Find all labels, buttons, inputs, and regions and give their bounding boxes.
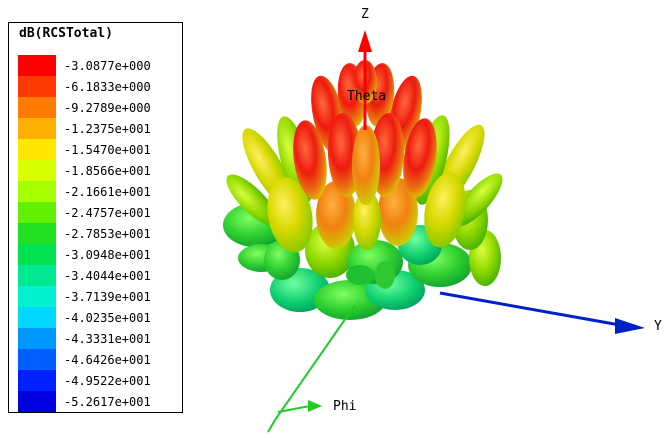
legend-swatch <box>18 181 56 202</box>
legend-row: -5.2617e+001 <box>18 391 178 412</box>
legend-label: -1.2375e+001 <box>64 122 151 136</box>
lobe <box>293 120 327 200</box>
color-legend: dB(RCSTotal) -3.0877e+000 -6.1833e+000 -… <box>8 22 183 413</box>
legend-swatch <box>18 349 56 370</box>
legend-row: -4.0235e+001 <box>18 307 178 328</box>
legend-swatch <box>18 307 56 328</box>
y-axis: Y <box>439 291 662 334</box>
legend-label: -4.0235e+001 <box>64 311 151 325</box>
legend-swatch <box>18 391 56 412</box>
legend-swatch <box>18 244 56 265</box>
lobe <box>424 172 466 248</box>
z-axis-arrowhead <box>358 30 372 52</box>
legend-swatch <box>18 97 56 118</box>
y-axis-arrowhead <box>615 318 645 334</box>
phi-axis-line <box>274 304 356 421</box>
legend-label: -3.7139e+001 <box>64 290 151 304</box>
legend-swatch <box>18 223 56 244</box>
phi-axis: Phi <box>267 304 356 433</box>
legend-swatch <box>18 328 56 349</box>
lobe <box>375 261 395 289</box>
legend-row: -1.8566e+001 <box>18 160 178 181</box>
lobe <box>352 125 380 205</box>
lobe <box>226 174 278 226</box>
legend-swatch <box>18 139 56 160</box>
legend-row: -3.4044e+001 <box>18 265 178 286</box>
legend-row: -2.4757e+001 <box>18 202 178 223</box>
legend-swatch <box>18 370 56 391</box>
legend-swatch <box>18 118 56 139</box>
theta-axis-label: Theta <box>347 89 386 104</box>
legend-row: -3.7139e+001 <box>18 286 178 307</box>
lobe <box>346 265 374 285</box>
legend-label: -2.4757e+001 <box>64 206 151 220</box>
legend-label: -3.4044e+001 <box>64 269 151 283</box>
legend-label: -4.6426e+001 <box>64 353 151 367</box>
legend-label: -5.2617e+001 <box>64 395 151 409</box>
phi-axis-tip <box>267 419 276 433</box>
legend-row: -1.2375e+001 <box>18 118 178 139</box>
pattern-middle-lobes <box>226 115 503 253</box>
legend-label: -3.0948e+001 <box>64 248 151 262</box>
lobe <box>403 118 437 198</box>
legend-label: -3.0877e+000 <box>64 59 151 73</box>
legend-swatch <box>18 76 56 97</box>
legend-row: -1.5470e+001 <box>18 139 178 160</box>
legend-swatch <box>18 265 56 286</box>
legend-title: dB(RCSTotal) <box>19 26 113 41</box>
lobe <box>316 181 356 249</box>
legend-row: -2.1661e+001 <box>18 181 178 202</box>
legend-row: -2.7853e+001 <box>18 223 178 244</box>
legend-row: -3.0877e+000 <box>18 55 178 76</box>
lobe <box>453 173 503 227</box>
lobe <box>353 190 381 250</box>
legend-label: -2.7853e+001 <box>64 227 151 241</box>
y-axis-line <box>439 291 621 327</box>
legend-label: -9.2789e+000 <box>64 101 151 115</box>
y-axis-label: Y <box>654 319 662 334</box>
phi-direction-line <box>277 405 311 413</box>
legend-row: -4.9522e+001 <box>18 370 178 391</box>
legend-row: -4.6426e+001 <box>18 349 178 370</box>
legend-row: -4.3331e+001 <box>18 328 178 349</box>
legend-rows: -3.0877e+000 -6.1833e+000 -9.2789e+000 -… <box>18 55 178 412</box>
legend-label: -4.3331e+001 <box>64 332 151 346</box>
phi-axis-label: Phi <box>333 399 356 414</box>
z-axis: Z <box>358 7 372 130</box>
legend-row: -3.0948e+001 <box>18 244 178 265</box>
legend-swatch <box>18 286 56 307</box>
legend-swatch <box>18 160 56 181</box>
legend-row: -9.2789e+000 <box>18 97 178 118</box>
legend-label: -6.1833e+000 <box>64 80 151 94</box>
lobe <box>267 177 313 253</box>
z-axis-label: Z <box>361 7 369 22</box>
legend-label: -1.5470e+001 <box>64 143 151 157</box>
pattern-main-lobes <box>293 60 437 205</box>
legend-label: -2.1661e+001 <box>64 185 151 199</box>
phi-direction-arrowhead <box>308 400 322 412</box>
legend-swatch <box>18 202 56 223</box>
legend-label: -1.8566e+001 <box>64 164 151 178</box>
legend-row: -6.1833e+000 <box>18 76 178 97</box>
legend-swatch <box>18 55 56 76</box>
legend-label: -4.9522e+001 <box>64 374 151 388</box>
